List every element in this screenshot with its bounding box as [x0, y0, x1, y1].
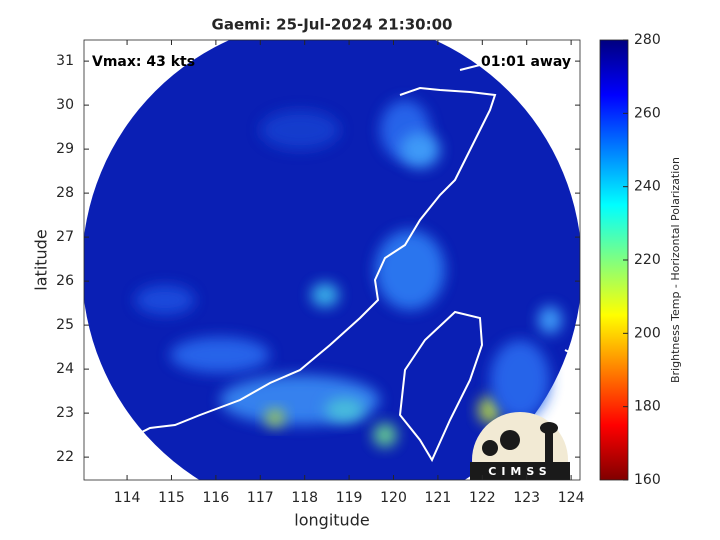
x-tick-label: 115 [158, 490, 185, 506]
coastline [84, 40, 579, 463]
colorbar-tick-label: 180 [634, 399, 661, 415]
x-axis-label: longitude [294, 511, 369, 530]
logo-text: CIMSS [488, 465, 551, 478]
logo: CIMSS [470, 412, 570, 480]
imagery: CIMSS [84, 40, 580, 480]
y-tick-label: 23 [56, 405, 74, 421]
colorbar-tick-label: 220 [634, 252, 661, 268]
colorbar-tick-label: 260 [634, 105, 661, 121]
x-tick-label: 124 [558, 490, 585, 506]
y-tick-label: 31 [56, 53, 74, 69]
colorbar-tick-label: 240 [634, 179, 661, 195]
x-tick-label: 120 [380, 490, 407, 506]
x-tick-label: 121 [425, 490, 452, 506]
y-tick-label: 30 [56, 97, 74, 113]
y-tick-label: 29 [56, 141, 74, 157]
x-tick-label: 114 [114, 490, 141, 506]
x-tick-label: 119 [336, 490, 363, 506]
y-tick-label: 24 [56, 361, 74, 377]
colorbar-tick-label: 200 [634, 325, 661, 341]
y-tick-label: 27 [56, 229, 74, 245]
plot-frame [83, 39, 581, 481]
y-tick-label: 25 [56, 317, 74, 333]
x-tick-label: 118 [291, 490, 318, 506]
x-tick-label: 122 [469, 490, 496, 506]
y-tick-label: 26 [56, 273, 74, 289]
x-tick-label: 116 [203, 490, 230, 506]
colorbar-label: Brightness Temp - Horizontal Polarizatio… [669, 157, 682, 383]
colorbar-tick-label: 160 [634, 472, 661, 488]
x-tick-label: 123 [513, 490, 540, 506]
x-tick-label: 117 [247, 490, 274, 506]
title: Gaemi: 25-Jul-2024 21:30:00 [212, 16, 453, 34]
colorbar-tick-label: 280 [634, 32, 661, 48]
y-axis-label: latitude [32, 229, 51, 290]
y-tick-label: 28 [56, 185, 74, 201]
y-tick-label: 22 [56, 449, 74, 465]
brightness-blobs [135, 100, 562, 447]
annotation: 01:01 away [481, 54, 571, 70]
annotation: Vmax: 43 kts [92, 54, 195, 70]
